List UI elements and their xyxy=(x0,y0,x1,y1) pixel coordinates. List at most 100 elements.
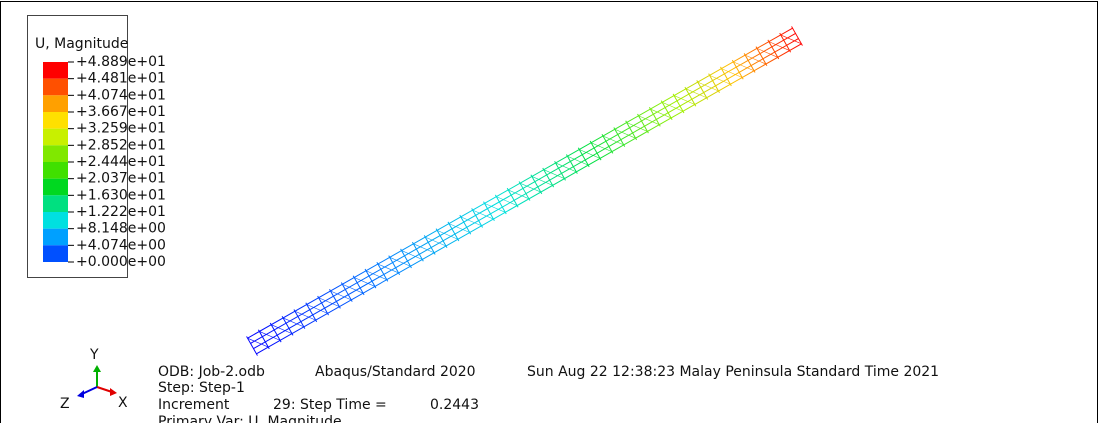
mesh-edge xyxy=(448,223,470,233)
mesh-edge xyxy=(340,282,353,302)
z-axis-arrow xyxy=(81,386,98,395)
mesh-edge xyxy=(436,230,458,240)
x-axis-arrow xyxy=(96,386,113,393)
primary-var: Primary Var: U, Magnitude xyxy=(158,414,342,423)
mesh-edge xyxy=(697,81,719,92)
legend-label: +8.148e+00 xyxy=(76,221,166,237)
mesh-edge xyxy=(662,102,684,112)
mesh-edge xyxy=(614,128,636,139)
mesh-edge xyxy=(435,228,448,248)
mesh-edge xyxy=(352,275,365,296)
mesh-edge xyxy=(721,68,743,78)
mesh-edge xyxy=(459,214,472,235)
step: Step: Step-1 xyxy=(158,380,245,396)
mesh-edge xyxy=(364,268,377,289)
mesh-edge xyxy=(389,257,411,267)
mesh-edge xyxy=(638,115,660,125)
legend-label: +0.000e+00 xyxy=(76,254,166,270)
mesh-edge xyxy=(530,174,543,195)
mesh-edge xyxy=(246,336,258,356)
mesh-edge xyxy=(400,248,412,269)
legend-label: +1.630e+01 xyxy=(76,187,166,203)
odb-name: ODB: Job-2.odb xyxy=(158,364,265,380)
mesh-edge xyxy=(756,48,778,58)
mesh-edge xyxy=(330,290,352,301)
mesh-edge xyxy=(259,331,281,341)
date: Sun Aug 22 12:38:23 Malay Peninsula Stan… xyxy=(527,364,939,380)
mesh-edge xyxy=(282,317,304,328)
mesh-edge xyxy=(329,289,341,309)
solver: Abaqus/Standard 2020 xyxy=(315,364,476,380)
legend-band xyxy=(43,62,68,79)
triad-y: Y xyxy=(89,347,99,363)
mesh-edge xyxy=(708,73,720,93)
mesh-edge xyxy=(401,250,423,260)
legend-label: +4.074e+00 xyxy=(76,237,166,253)
mesh-edge xyxy=(483,201,495,222)
mesh-edge xyxy=(755,46,768,67)
mesh-edge xyxy=(555,162,577,173)
increment: Increment xyxy=(158,397,230,413)
mesh-edge xyxy=(650,108,672,119)
mesh-edge xyxy=(460,216,482,227)
mesh-edge xyxy=(305,302,318,323)
mesh-edge xyxy=(318,297,340,307)
legend-band xyxy=(43,128,68,146)
legend-band xyxy=(43,228,68,246)
step-time: 0.2443 xyxy=(430,397,479,413)
mesh-edge xyxy=(637,113,649,134)
mesh-edge xyxy=(377,263,399,274)
mesh-edge xyxy=(625,120,638,141)
mesh-edge xyxy=(518,181,531,201)
mesh-edge xyxy=(294,310,316,321)
legend-band xyxy=(43,245,68,262)
mesh-edge xyxy=(720,66,732,87)
mesh-edge xyxy=(767,39,780,60)
mesh-edge xyxy=(411,241,424,262)
mesh-edge xyxy=(626,122,648,132)
mesh-edge xyxy=(496,196,518,206)
z-arrowhead xyxy=(77,390,84,398)
y-arrowhead xyxy=(93,365,101,372)
legend-label: +3.667e+01 xyxy=(76,104,166,120)
legend-label: +4.074e+01 xyxy=(76,87,166,103)
mesh-edge xyxy=(684,86,697,107)
legend-band xyxy=(43,195,68,212)
mesh-edge xyxy=(317,295,329,316)
mesh-edge xyxy=(306,304,328,314)
mesh-edge xyxy=(613,127,626,147)
mesh-edge xyxy=(566,154,578,174)
mesh-edge xyxy=(354,277,376,287)
mesh-edge xyxy=(413,243,435,254)
mesh-edge xyxy=(508,189,530,200)
mesh-edge xyxy=(579,149,601,159)
legend-label: +2.444e+01 xyxy=(76,154,166,170)
beam-mesh xyxy=(246,26,803,356)
x-arrowhead xyxy=(110,388,117,396)
triad-x: X xyxy=(118,395,128,411)
mesh-edge xyxy=(672,93,685,114)
mesh-edge xyxy=(591,142,613,152)
mesh-edge xyxy=(673,95,695,105)
mesh-edge xyxy=(791,26,803,46)
mesh-edge xyxy=(733,61,755,72)
mesh-edge xyxy=(780,34,802,45)
legend: +4.889e+01+4.481e+01+4.074e+01+3.667e+01… xyxy=(43,54,166,270)
mesh-edge xyxy=(269,322,282,343)
mesh-edge xyxy=(257,329,270,350)
mesh-edge xyxy=(531,176,553,186)
mesh-edge xyxy=(685,88,707,99)
legend-label: +4.889e+01 xyxy=(76,54,166,70)
mesh-edge xyxy=(601,134,614,154)
mesh-edge xyxy=(709,75,731,85)
mesh-edge xyxy=(247,337,269,348)
mesh-edge xyxy=(554,160,566,181)
mesh-edge xyxy=(519,182,541,193)
legend-band xyxy=(43,78,68,96)
mesh-edge xyxy=(494,194,507,215)
legend-label: +4.481e+01 xyxy=(76,71,166,87)
legend-band xyxy=(43,178,68,196)
mesh-edge xyxy=(423,235,436,255)
mesh-edge xyxy=(271,324,293,334)
